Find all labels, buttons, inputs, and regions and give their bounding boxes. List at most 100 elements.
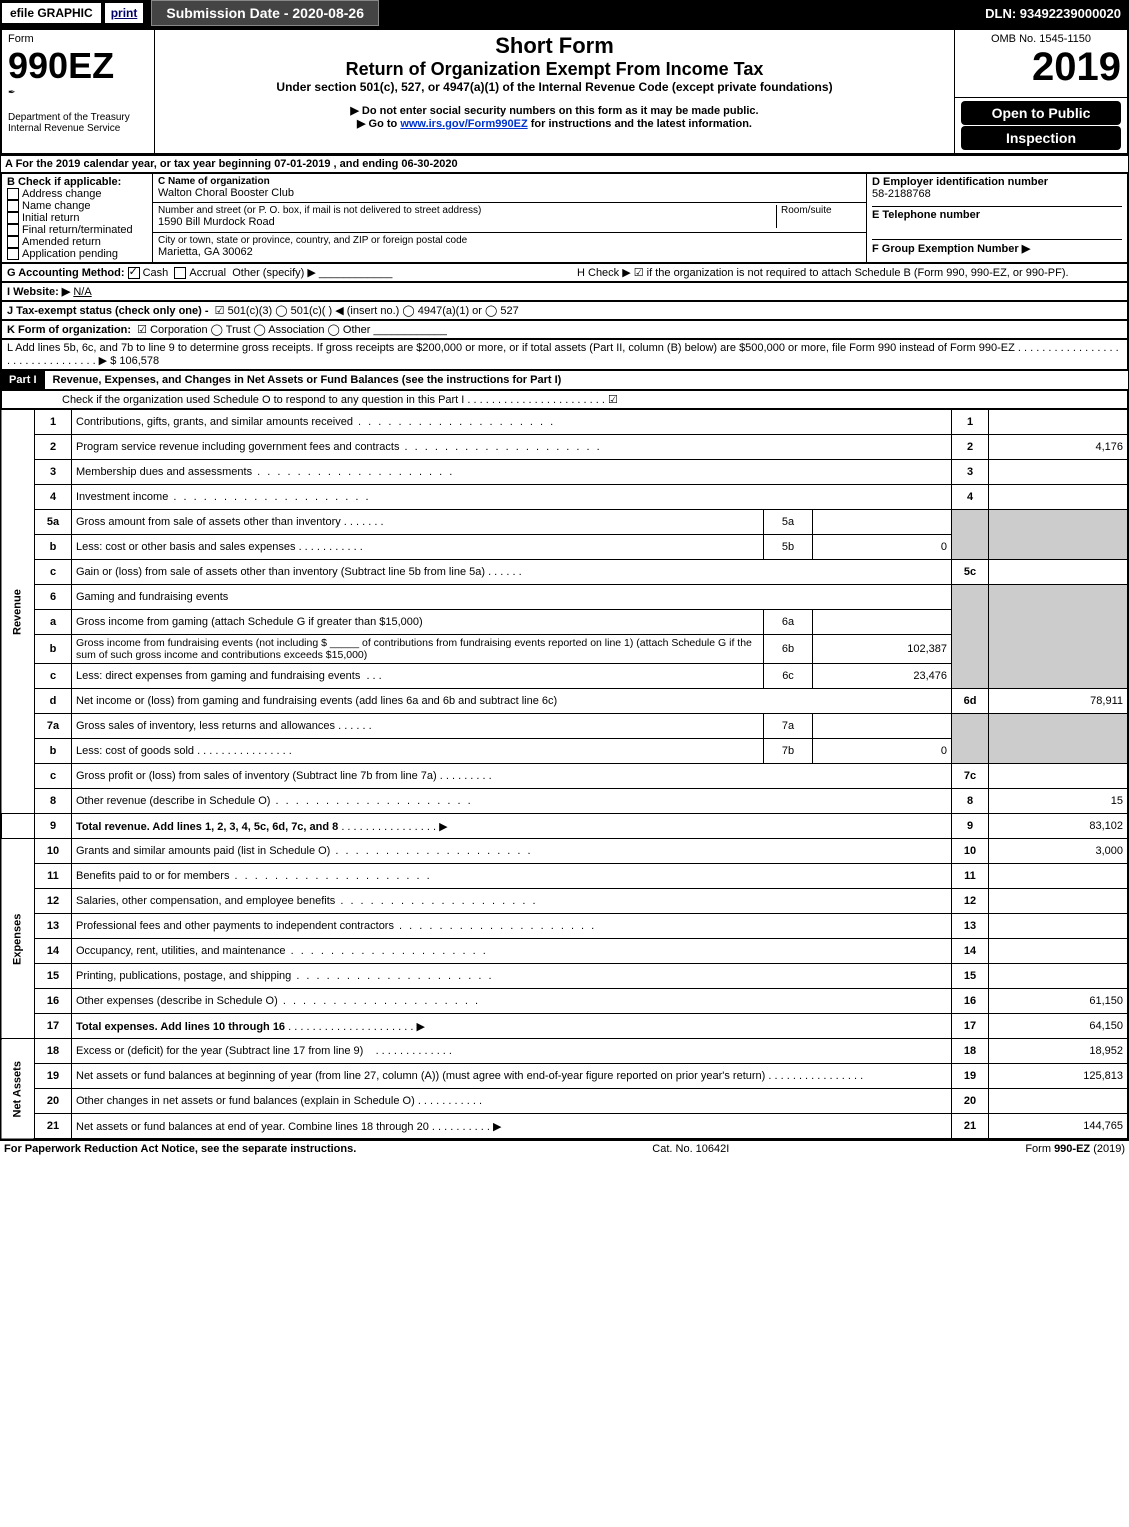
opt-final-return: Final return/terminated	[22, 224, 133, 236]
box-e-label: E Telephone number	[872, 206, 1122, 221]
line-7a-num: 7a	[35, 714, 72, 739]
line-7b-icol: 7b	[764, 739, 813, 764]
top-bar: efile GRAPHIC print Submission Date - 20…	[0, 0, 1129, 28]
check-accrual[interactable]	[174, 267, 186, 279]
line-20-num: 20	[35, 1089, 72, 1114]
opt-other-specify: Other (specify) ▶	[232, 267, 316, 279]
line-2-num: 2	[35, 435, 72, 460]
print-link[interactable]: print	[105, 3, 144, 23]
line-3-amt	[989, 460, 1129, 485]
line-5a-iamt	[813, 510, 952, 535]
opt-cash: Cash	[143, 267, 169, 279]
check-cash[interactable]	[128, 267, 140, 279]
line-18-col: 18	[952, 1039, 989, 1064]
goto-suffix: for instructions and the latest informat…	[528, 118, 752, 130]
line-14-col: 14	[952, 939, 989, 964]
opt-accrual: Accrual	[189, 267, 226, 279]
org-city: Marietta, GA 30062	[158, 246, 861, 258]
check-final-return[interactable]	[7, 224, 19, 236]
line-6b-num: b	[35, 635, 72, 664]
line-11-col: 11	[952, 864, 989, 889]
box-k-label: K Form of organization:	[7, 324, 131, 336]
instructions-link[interactable]: www.irs.gov/Form990EZ	[400, 118, 527, 130]
ssn-warning: ▶ Do not enter social security numbers o…	[161, 104, 948, 117]
line-10-col: 10	[952, 839, 989, 864]
opt-app-pending: Application pending	[22, 248, 118, 260]
title-section: Under section 501(c), 527, or 4947(a)(1)…	[161, 80, 948, 94]
box-i-label: I Website: ▶	[7, 286, 70, 298]
line-15-col: 15	[952, 964, 989, 989]
line-5a-num: 5a	[35, 510, 72, 535]
line-7c-num: c	[35, 764, 72, 789]
line-20-desc: Other changes in net assets or fund bala…	[76, 1095, 415, 1107]
line-6a-num: a	[35, 610, 72, 635]
dln-number: DLN: 93492239000020	[977, 3, 1129, 24]
line-2-amt: 4,176	[989, 435, 1129, 460]
form-header: Form 990EZ ✒ Department of the Treasury …	[0, 28, 1129, 155]
line-5c-amt	[989, 560, 1129, 585]
check-name-change[interactable]	[7, 200, 19, 212]
line-6d-amt: 78,911	[989, 689, 1129, 714]
box-l-row: L Add lines 5b, 6c, and 7b to line 9 to …	[1, 340, 1128, 370]
org-name: Walton Choral Booster Club	[158, 187, 861, 199]
line-6b-iamt: 102,387	[813, 635, 952, 664]
box-c-street-label: Number and street (or P. O. box, if mail…	[158, 205, 776, 216]
arrow-icon: ▶	[439, 821, 447, 833]
box-k-opts: ☑ Corporation ◯ Trust ◯ Association ◯ Ot…	[137, 324, 370, 336]
part1-check-o: Check if the organization used Schedule …	[1, 391, 1128, 409]
line-21-amt: 144,765	[989, 1114, 1129, 1140]
line-5b-desc: Less: cost or other basis and sales expe…	[76, 541, 296, 553]
line-6c-iamt: 23,476	[813, 664, 952, 689]
line-8-desc: Other revenue (describe in Schedule O)	[76, 795, 270, 807]
form-label: Form	[8, 33, 148, 45]
opt-initial-return: Initial return	[22, 212, 79, 224]
line-19-num: 19	[35, 1064, 72, 1089]
line-18-desc: Excess or (deficit) for the year (Subtra…	[76, 1045, 363, 1057]
line-8-col: 8	[952, 789, 989, 814]
line-8-num: 8	[35, 789, 72, 814]
opt-amended: Amended return	[22, 236, 101, 248]
open-public-1: Open to Public	[961, 101, 1121, 125]
line-12-num: 12	[35, 889, 72, 914]
box-c-city-label: City or town, state or province, country…	[158, 235, 861, 246]
footer-mid: Cat. No. 10642I	[652, 1143, 729, 1155]
line-16-num: 16	[35, 989, 72, 1014]
line-4-amt	[989, 485, 1129, 510]
box-j-opts: ☑ 501(c)(3) ◯ 501(c)( ) ◀ (insert no.) ◯…	[215, 305, 519, 317]
line-7a-desc: Gross sales of inventory, less returns a…	[76, 720, 335, 732]
line-13-col: 13	[952, 914, 989, 939]
box-i-row: I Website: ▶ N/A	[1, 283, 1128, 301]
box-j-label: J Tax-exempt status (check only one) -	[7, 305, 209, 317]
line-7b-num: b	[35, 739, 72, 764]
line-5a-icol: 5a	[764, 510, 813, 535]
line-17-amt: 64,150	[989, 1014, 1129, 1039]
line-7b-iamt: 0	[813, 739, 952, 764]
line-11-amt	[989, 864, 1129, 889]
line-14-num: 14	[35, 939, 72, 964]
line-13-desc: Professional fees and other payments to …	[76, 920, 394, 932]
line-13-amt	[989, 914, 1129, 939]
instructions-link-row: ▶ Go to www.irs.gov/Form990EZ for instru…	[161, 117, 948, 130]
check-app-pending[interactable]	[7, 248, 19, 260]
footer-right: Form 990-EZ (2019)	[1025, 1143, 1125, 1155]
line-7b-desc: Less: cost of goods sold	[76, 745, 194, 757]
title-short-form: Short Form	[161, 33, 948, 59]
check-address-change[interactable]	[7, 188, 19, 200]
line-16-desc: Other expenses (describe in Schedule O)	[76, 995, 278, 1007]
check-amended[interactable]	[7, 236, 19, 248]
open-public-2: Inspection	[961, 126, 1121, 150]
room-suite-label: Room/suite	[776, 205, 861, 228]
box-f-label: F Group Exemption Number ▶	[872, 239, 1122, 255]
check-initial-return[interactable]	[7, 212, 19, 224]
info-table: B Check if applicable: Address change Na…	[0, 173, 1129, 264]
line-6-num: 6	[35, 585, 72, 610]
line-14-desc: Occupancy, rent, utilities, and maintena…	[76, 945, 286, 957]
line-2-col: 2	[952, 435, 989, 460]
box-d-label: D Employer identification number	[872, 176, 1122, 188]
line-5c-num: c	[35, 560, 72, 585]
line-18-num: 18	[35, 1039, 72, 1064]
line-5a-desc: Gross amount from sale of assets other t…	[76, 516, 341, 528]
line-4-col: 4	[952, 485, 989, 510]
sidebar-revenue: Revenue	[1, 410, 35, 814]
line-6a-desc: Gross income from gaming (attach Schedul…	[72, 610, 764, 635]
